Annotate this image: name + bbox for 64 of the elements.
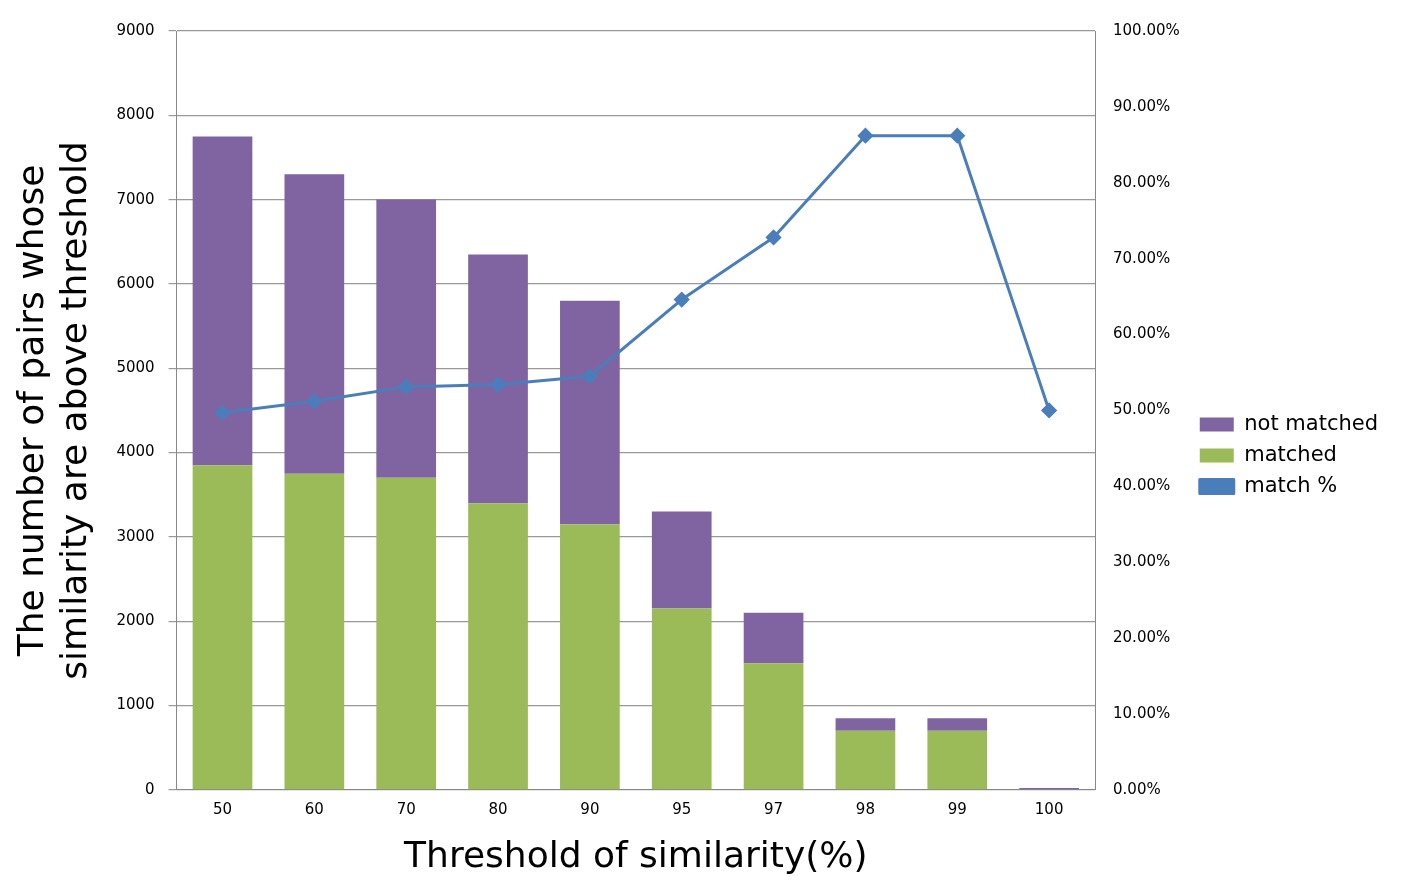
x-axis-title: Threshold of similarity(%) [403,833,868,875]
bar [743,663,804,790]
bar [651,608,712,790]
point [582,368,598,384]
bar [835,718,896,731]
bar [835,730,896,790]
y2-tick-label: 50.00% [1113,400,1171,419]
x-tick-label: 50 [212,799,233,818]
bar [376,199,437,478]
x-tick-label: 95 [672,799,692,818]
x-tick-label: 98 [855,799,875,818]
bar [284,174,345,474]
point [766,229,782,245]
legend-label: match % [1244,472,1338,497]
x-tick-label: 70 [396,799,416,818]
point [306,393,322,409]
bar [192,136,253,466]
point [215,405,230,421]
y2-tick-label: 90.00% [1113,96,1171,115]
y-tick-label: 0 [145,779,155,798]
y-tick-label: 7000 [116,189,155,208]
bar [560,524,620,790]
y-tick-label: 9000 [116,20,155,39]
x-tick-label: 80 [488,799,508,818]
y-axis-title: The number of pairs whose similarity are above threshold [9,141,95,680]
y2-tick-label: 30.00% [1113,552,1171,571]
y-tick-label: 8000 [116,105,155,124]
bar [743,612,804,664]
bar [284,473,345,790]
point [398,379,414,395]
y2-tick-label: 100.00% [1113,20,1180,39]
x-tick-label: 99 [947,799,967,818]
y-tick-label: 1000 [116,695,155,714]
bar [927,718,988,731]
y2-tick-label: 20.00% [1113,627,1171,646]
y-tick-label: 2000 [116,611,155,630]
y-tick-label: 4000 [116,442,155,461]
y2-tick-label: 60.00% [1113,324,1171,343]
legend-label: not matched [1244,410,1378,435]
y2-tick-label: 70.00% [1113,248,1171,267]
y-tick-label: 3000 [116,526,155,545]
x-tick-label: 60 [304,799,324,818]
bar [927,730,988,790]
y2-tick-label: 0.00% [1113,779,1161,798]
point [1041,402,1057,418]
bar [192,465,253,790]
legend-label: matched [1244,441,1337,466]
y-tick-label: 6000 [116,273,155,292]
x-tick-label: 90 [580,799,600,818]
bar [651,511,712,609]
bar [560,300,620,525]
y-tick-label: 5000 [116,358,155,377]
point [857,128,873,144]
bar [468,503,528,790]
point [674,292,690,308]
x-tick-label: 97 [764,799,784,818]
x-tick-label: 100 [1034,799,1064,818]
y2-tick-label: 10.00% [1113,703,1171,722]
point [490,377,506,393]
y2-tick-label: 40.00% [1113,476,1171,495]
point [949,128,965,144]
bar [468,254,528,504]
bar [376,477,437,790]
y2-tick-label: 80.00% [1113,172,1171,191]
